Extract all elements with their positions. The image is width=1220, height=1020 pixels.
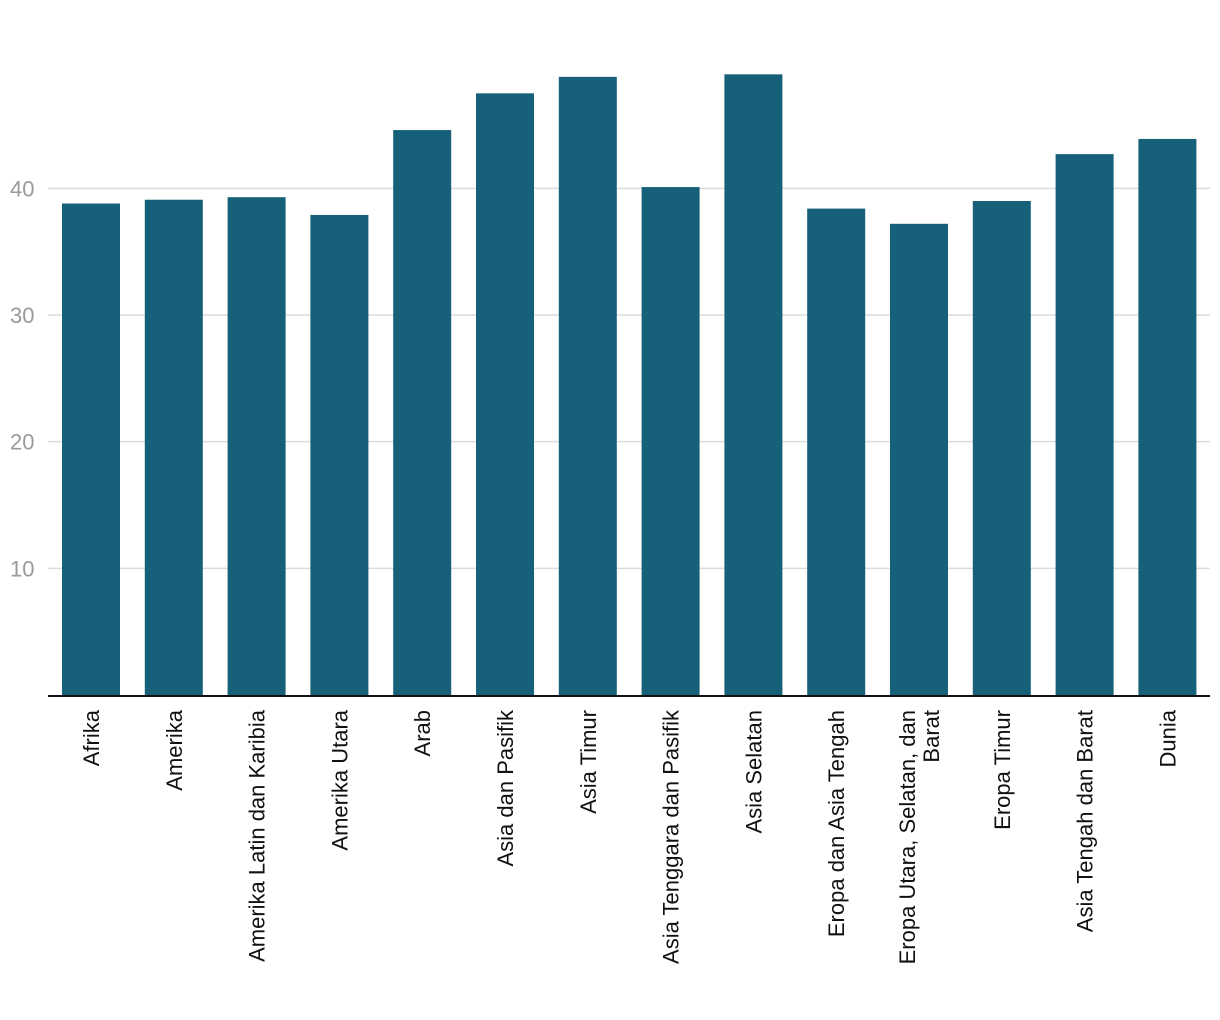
y-tick-label: 10 bbox=[10, 556, 34, 581]
bar bbox=[227, 197, 286, 695]
bar bbox=[310, 214, 369, 695]
x-tick-label: Asia dan Pasifik bbox=[493, 709, 518, 867]
x-tick-label-line: Afrika bbox=[79, 709, 104, 766]
x-tick-label-text: Afrika bbox=[79, 709, 104, 766]
x-tick-label-text: Asia Tenggara dan Pasifik bbox=[659, 709, 684, 964]
x-tick-label: Asia Tengah dan Barat bbox=[1073, 710, 1098, 932]
bar bbox=[558, 76, 617, 695]
x-tick-label: Eropa Utara, Selatan, danBarat bbox=[895, 710, 944, 964]
x-tick-label: Arab bbox=[410, 710, 435, 756]
x-tick-label: Amerika Latin dan Karibia bbox=[245, 709, 270, 962]
x-tick-label: Amerika bbox=[162, 709, 187, 790]
bar bbox=[476, 93, 534, 696]
y-tick-label: 40 bbox=[10, 176, 34, 201]
x-tick-label-text: Asia Tengah dan Barat bbox=[1073, 710, 1098, 932]
x-tick-label: Asia Timur bbox=[576, 710, 601, 814]
x-tick-label-text: Amerika Utara bbox=[327, 709, 352, 850]
bar bbox=[393, 130, 452, 696]
x-tick-label-line: Amerika Latin dan Karibia bbox=[245, 709, 270, 962]
bar bbox=[641, 187, 700, 696]
x-tick-label: Eropa Timur bbox=[990, 710, 1015, 830]
x-tick-label-line: Asia Tengah dan Barat bbox=[1073, 710, 1098, 932]
x-tick-label-line: Barat bbox=[919, 710, 944, 763]
x-tick-label-line: Amerika bbox=[162, 709, 187, 790]
x-tick-label-line: Dunia bbox=[1155, 709, 1180, 767]
y-tick-label: 30 bbox=[10, 303, 34, 328]
bars bbox=[62, 74, 1197, 696]
x-tick-label: Afrika bbox=[79, 709, 104, 766]
bar bbox=[144, 199, 203, 695]
x-tick-label-line: Asia Selatan bbox=[741, 710, 766, 834]
x-tick-label-text: Asia Timur bbox=[576, 710, 601, 814]
gridlines bbox=[48, 187, 1210, 570]
x-tick-label-text: Asia dan Pasifik bbox=[493, 709, 518, 867]
x-tick-label-line: Asia Timur bbox=[576, 710, 601, 814]
x-tick-label: Eropa dan Asia Tengah bbox=[824, 710, 849, 937]
y-axis-ticks: 10 20 30 40 bbox=[10, 176, 34, 581]
x-tick-label: Dunia bbox=[1155, 709, 1180, 767]
bar bbox=[1138, 138, 1197, 695]
bar bbox=[972, 201, 1031, 695]
x-tick-label-line: Eropa dan Asia Tengah bbox=[824, 710, 849, 937]
x-tick-label-line: Asia Tenggara dan Pasifik bbox=[659, 709, 684, 964]
x-tick-label-text: Eropa Timur bbox=[990, 710, 1015, 830]
x-axis-labels: Afrika Amerika Amerika Latin dan Karibia Am… bbox=[79, 709, 1180, 964]
x-tick-label-text: Eropa Utara, Selatan, danBarat bbox=[895, 710, 944, 964]
bar bbox=[890, 223, 948, 696]
x-tick-label-text: Amerika Latin dan Karibia bbox=[245, 709, 270, 962]
bar bbox=[724, 74, 783, 696]
x-tick-label-text: Amerika bbox=[162, 709, 187, 790]
x-tick-label-line: Eropa Timur bbox=[990, 710, 1015, 830]
x-tick-label-line: Eropa Utara, Selatan, dan bbox=[895, 710, 920, 964]
bar bbox=[1055, 154, 1114, 696]
x-tick-label-text: Asia Selatan bbox=[741, 710, 766, 834]
x-tick-label-text: Eropa dan Asia Tengah bbox=[824, 710, 849, 937]
bar bbox=[62, 203, 120, 696]
x-tick-label-line: Arab bbox=[410, 710, 435, 756]
bar bbox=[807, 208, 866, 695]
x-tick-label-line: Asia dan Pasifik bbox=[493, 709, 518, 867]
x-tick-label: Asia Selatan bbox=[741, 710, 766, 834]
x-tick-label-text: Arab bbox=[410, 710, 435, 756]
x-tick-label: Asia Tenggara dan Pasifik bbox=[659, 709, 684, 964]
x-tick-label: Amerika Utara bbox=[327, 709, 352, 850]
x-tick-label-text: Dunia bbox=[1155, 709, 1180, 767]
y-tick-label: 20 bbox=[10, 430, 34, 455]
x-tick-label-line: Amerika Utara bbox=[327, 709, 352, 850]
